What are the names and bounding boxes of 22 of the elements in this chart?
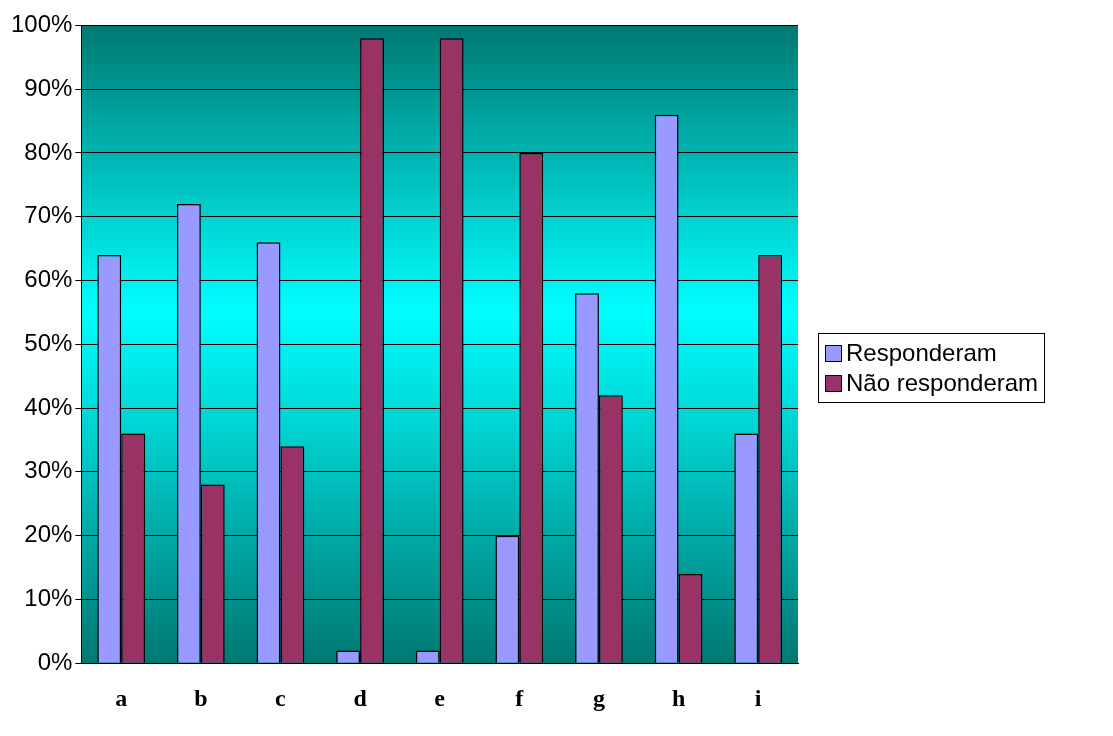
x-tick-label: h <box>671 684 686 711</box>
y-tick-label: 70% <box>24 201 73 229</box>
x-tick-label: g <box>592 684 605 711</box>
text: Não responderam <box>846 368 1039 398</box>
y-tick-label: 20% <box>24 520 73 548</box>
y-tick-label: 90% <box>24 73 73 101</box>
y-tick-label: 80% <box>24 137 73 165</box>
y-tick-label: 0% <box>37 647 73 675</box>
y-tick-label: 10% <box>24 584 73 612</box>
x-tick-label: c <box>275 684 287 711</box>
x-tick-label: e <box>434 684 446 711</box>
y-tick-label: 40% <box>24 392 73 420</box>
x-tick-label: a <box>115 684 128 711</box>
x-tick-label: b <box>194 684 208 711</box>
x-tick-label: d <box>353 684 368 711</box>
y-tick-label: 100% <box>10 10 73 38</box>
x-tick-label: f <box>515 684 525 711</box>
y-tick-label: 30% <box>24 456 73 484</box>
legend-label: Responderam <box>846 338 997 368</box>
x-tick-label: i <box>754 684 762 711</box>
y-tick-label: 50% <box>24 328 73 356</box>
y-tick-label: 60% <box>24 265 73 293</box>
